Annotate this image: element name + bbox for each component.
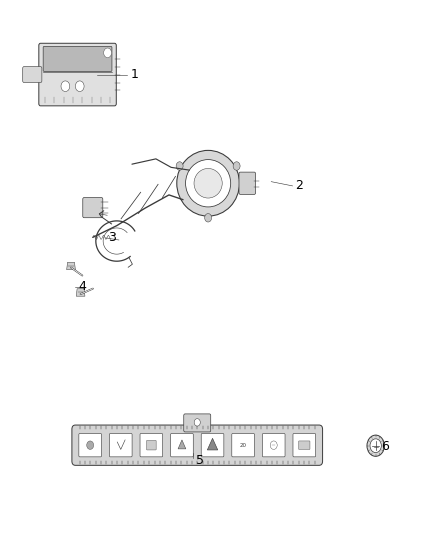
Text: 2: 2 [296, 180, 304, 192]
FancyBboxPatch shape [293, 433, 316, 457]
FancyBboxPatch shape [43, 46, 112, 71]
Circle shape [104, 48, 112, 58]
FancyBboxPatch shape [147, 440, 156, 450]
Circle shape [61, 81, 70, 92]
Circle shape [270, 441, 277, 449]
Text: 4: 4 [78, 280, 86, 293]
Circle shape [75, 81, 84, 92]
Circle shape [176, 161, 183, 170]
Text: 20: 20 [240, 443, 247, 448]
FancyBboxPatch shape [262, 433, 285, 457]
FancyBboxPatch shape [232, 433, 254, 457]
Circle shape [367, 435, 385, 456]
Text: 1: 1 [130, 68, 138, 81]
FancyBboxPatch shape [83, 198, 103, 217]
Polygon shape [207, 438, 218, 450]
FancyBboxPatch shape [39, 43, 116, 106]
Circle shape [194, 419, 200, 426]
FancyBboxPatch shape [299, 441, 310, 449]
FancyBboxPatch shape [72, 425, 322, 465]
Ellipse shape [177, 150, 240, 216]
Circle shape [233, 161, 240, 170]
Text: 6: 6 [381, 440, 389, 453]
Polygon shape [67, 262, 75, 270]
FancyBboxPatch shape [110, 433, 132, 457]
FancyBboxPatch shape [239, 172, 255, 195]
FancyBboxPatch shape [171, 433, 193, 457]
Ellipse shape [186, 159, 231, 207]
FancyBboxPatch shape [201, 433, 224, 457]
Text: 5: 5 [196, 454, 204, 466]
Ellipse shape [194, 168, 222, 198]
Polygon shape [178, 440, 186, 449]
Polygon shape [76, 289, 85, 296]
Circle shape [205, 214, 212, 222]
Circle shape [370, 439, 381, 453]
FancyBboxPatch shape [184, 414, 211, 432]
FancyBboxPatch shape [23, 67, 42, 83]
Text: 3: 3 [109, 231, 117, 244]
Circle shape [87, 441, 94, 449]
FancyBboxPatch shape [140, 433, 162, 457]
FancyBboxPatch shape [79, 433, 102, 457]
